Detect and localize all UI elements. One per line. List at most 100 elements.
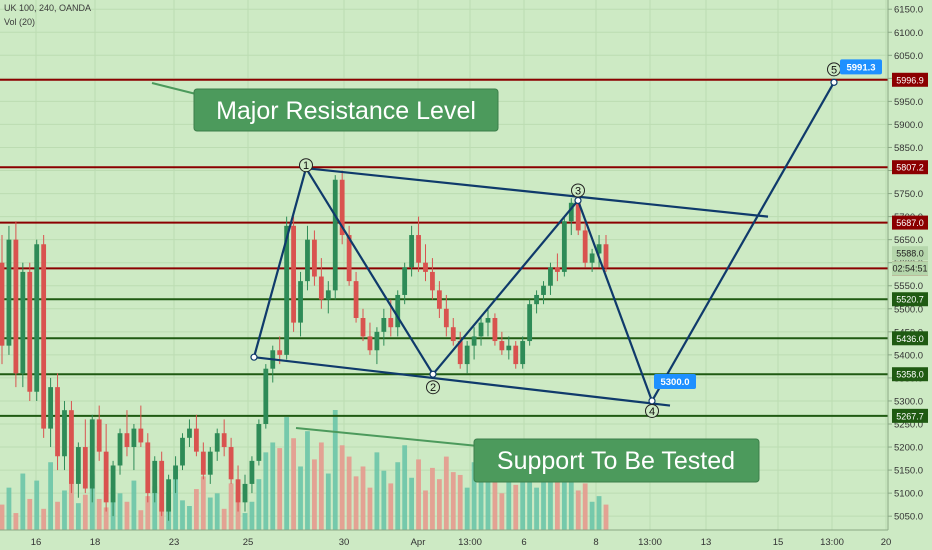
wave-node[interactable] — [830, 78, 838, 86]
candle-body — [381, 318, 387, 332]
candle-body — [485, 318, 491, 323]
level-price-tag[interactable] — [892, 72, 928, 87]
candle-body — [374, 331, 380, 351]
volume-bar — [450, 472, 456, 530]
wave-line[interactable] — [252, 167, 308, 358]
volume-bar — [339, 445, 345, 530]
volume-bar — [374, 452, 380, 530]
candle-body — [603, 244, 609, 268]
volume-bar — [471, 462, 477, 530]
wave-pattern[interactable]: 1 2 3 4 5 — [250, 62, 841, 418]
channel-lower-line[interactable] — [253, 356, 671, 407]
candle-body — [221, 433, 227, 448]
callout-box[interactable] — [193, 88, 499, 132]
wave-label: 5 — [831, 64, 837, 76]
candle-body — [471, 336, 477, 346]
candle-body — [277, 350, 283, 355]
time-tick-label: 16 — [31, 537, 42, 548]
volume-bar — [256, 479, 262, 530]
volume-bar — [270, 442, 276, 530]
volume-bar — [561, 480, 567, 530]
wave-line[interactable] — [651, 81, 835, 402]
level-price-tag[interactable] — [892, 331, 928, 346]
candle-body — [27, 271, 33, 392]
volume-bar — [360, 466, 366, 530]
candle-body — [346, 235, 352, 282]
volume-bar — [173, 466, 178, 530]
wave-node[interactable] — [574, 196, 582, 205]
horizontal-levels[interactable] — [0, 78, 888, 417]
candle-body — [568, 202, 574, 222]
candle-body — [187, 428, 192, 438]
symbol-line: UK 100, 240, OANDA — [4, 3, 92, 13]
volume-bar — [582, 483, 588, 530]
candle-body — [436, 290, 442, 309]
target-label-box — [654, 373, 696, 389]
candle-body — [263, 368, 269, 424]
level-price-tag[interactable] — [892, 292, 928, 307]
volume-bar — [395, 462, 401, 530]
candle-body — [575, 202, 581, 231]
candle-body — [34, 244, 40, 392]
wave-line[interactable] — [432, 199, 579, 375]
volume-bar — [20, 473, 26, 530]
candle-body — [242, 483, 248, 503]
time-axis[interactable]: 16 18 23 25 30 Apr 13:00 6 8 13:00 13 15 13:00 20 — [0, 529, 891, 550]
volume-bar — [499, 493, 505, 530]
wave-node[interactable] — [250, 353, 258, 361]
candle-body — [96, 419, 102, 452]
level-price-tag[interactable] — [892, 408, 928, 423]
candle-body — [103, 451, 109, 503]
wave-line[interactable] — [305, 167, 434, 375]
callout-pointer — [151, 82, 201, 96]
candle-body — [409, 235, 415, 268]
volume-bar — [527, 469, 533, 530]
volume-bar — [27, 498, 33, 530]
volume-label: Vol (20) — [4, 17, 36, 27]
target-label: 5991.3 — [846, 62, 875, 73]
candle-body — [145, 442, 151, 494]
price-tick-label: 6050.0 — [894, 51, 923, 62]
current-price-tag[interactable] — [892, 246, 928, 261]
level-price-label: 5996.9 — [896, 75, 924, 85]
channel-upper-line[interactable] — [305, 167, 769, 218]
level-price-label: 5520.7 — [896, 295, 924, 305]
wave-label: 3 — [575, 185, 581, 197]
volume-bar — [228, 483, 234, 530]
price-axis[interactable]: 6150.06100.06050.06000.05950.05900.05850… — [887, 0, 932, 550]
volume-bars — [0, 410, 609, 530]
volume-bar — [131, 480, 137, 530]
wave-node[interactable] — [429, 370, 437, 378]
volume-bar — [13, 513, 19, 530]
volume-bar — [117, 493, 123, 530]
callouts[interactable]: 5991.3 5300.0 Major Resistance Level Suppor… — [151, 59, 882, 483]
level-price-tag[interactable] — [892, 215, 928, 230]
level-price-tag[interactable] — [892, 367, 928, 382]
candle-body — [89, 419, 95, 489]
wave-node[interactable] — [648, 397, 656, 405]
time-tick-label: 13 — [701, 537, 712, 548]
candle-body — [312, 239, 317, 277]
candle-body — [131, 428, 137, 448]
wave-line[interactable] — [576, 200, 654, 402]
volume-bar — [41, 508, 47, 530]
wave-label: 1 — [303, 160, 309, 172]
candle-body — [416, 235, 421, 263]
price-tick-label: 5100.0 — [894, 489, 923, 500]
candle-body — [69, 410, 74, 484]
volume-bar — [443, 456, 449, 530]
price-tick-label: 6100.0 — [894, 28, 923, 39]
callout-box[interactable] — [473, 438, 760, 483]
volume-bar — [409, 477, 415, 530]
level-price-tag[interactable] — [892, 160, 928, 175]
volume-bar — [75, 503, 81, 530]
volume-bar — [277, 448, 283, 530]
time-axis-bg — [0, 530, 888, 550]
candle-body — [0, 262, 5, 346]
candle-body — [173, 465, 178, 480]
volume-bar — [541, 476, 546, 530]
candle-body — [513, 345, 519, 365]
candle-body — [305, 239, 310, 282]
time-tick-label: 13:00 — [458, 537, 482, 548]
